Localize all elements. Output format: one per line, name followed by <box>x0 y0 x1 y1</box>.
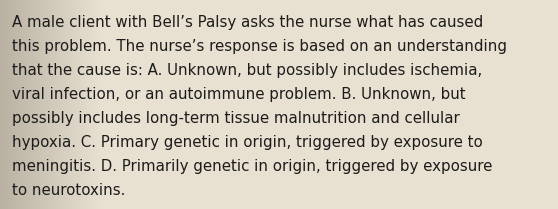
Text: viral infection, or an autoimmune problem. B. Unknown, but: viral infection, or an autoimmune proble… <box>12 87 466 102</box>
Text: meningitis. D. Primarily genetic in origin, triggered by exposure: meningitis. D. Primarily genetic in orig… <box>12 159 493 174</box>
Text: hypoxia. C. Primary genetic in origin, triggered by exposure to: hypoxia. C. Primary genetic in origin, t… <box>12 135 483 150</box>
Text: this problem. The nurse’s response is based on an understanding: this problem. The nurse’s response is ba… <box>12 39 507 54</box>
Text: that the cause is: A. Unknown, but possibly includes ischemia,: that the cause is: A. Unknown, but possi… <box>12 63 483 78</box>
Text: possibly includes long-term tissue malnutrition and cellular: possibly includes long-term tissue malnu… <box>12 111 460 126</box>
Text: A male client with Bell’s Palsy asks the nurse what has caused: A male client with Bell’s Palsy asks the… <box>12 15 484 30</box>
Text: to neurotoxins.: to neurotoxins. <box>12 183 126 198</box>
